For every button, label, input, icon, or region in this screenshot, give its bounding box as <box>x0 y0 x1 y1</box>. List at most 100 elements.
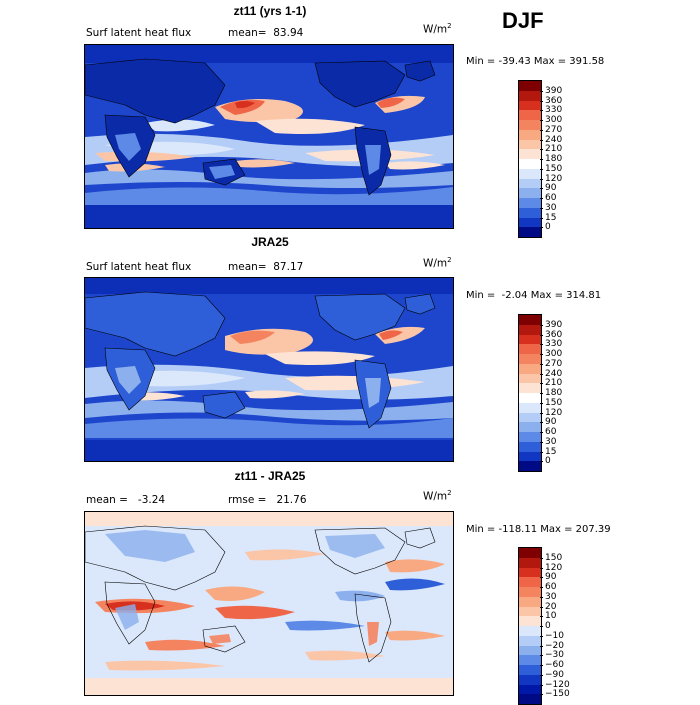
colorbar-swatch <box>519 655 541 665</box>
colorbar-label: 360 <box>545 95 563 106</box>
colorbar-swatch <box>519 354 541 364</box>
colorbar-swatch <box>519 207 541 218</box>
colorbar-tick <box>540 422 543 424</box>
colorbar-swatch <box>519 402 541 413</box>
colorbar-swatch <box>519 227 541 237</box>
colorbar-swatch <box>519 626 541 636</box>
colorbar-swatch <box>519 217 541 228</box>
colorbar-swatch <box>519 81 541 91</box>
colorbar-swatch <box>519 110 541 120</box>
colorbar-tick <box>540 373 543 375</box>
colorbar-swatch <box>519 645 541 656</box>
colorbar-label: 120 <box>545 562 563 573</box>
panel-1-variable-label: Surf latent heat flux <box>86 27 192 39</box>
colorbar-tick <box>540 694 543 696</box>
colorbar-tick <box>540 217 543 219</box>
colorbar-tick <box>540 90 543 92</box>
colorbar-tick <box>540 451 543 453</box>
panel-1-mean-label: mean= 83.94 <box>228 27 304 39</box>
colorbar-label: −90 <box>545 669 564 680</box>
colorbar-swatch <box>519 606 541 617</box>
colorbar-label: 15 <box>545 212 557 223</box>
colorbar-label: 90 <box>545 417 557 428</box>
colorbar-swatch <box>519 120 541 130</box>
colorbar-swatch <box>519 596 541 607</box>
colorbar-tick <box>540 207 543 209</box>
colorbar-label: 30 <box>545 202 557 213</box>
colorbar-label: 210 <box>545 144 563 155</box>
colorbar-tick <box>540 587 543 588</box>
colorbar-label: 90 <box>545 183 557 194</box>
colorbar-label: 150 <box>545 397 563 408</box>
colorbar-swatch <box>519 694 541 704</box>
colorbar-tick <box>540 596 543 598</box>
colorbar-swatch <box>519 635 541 646</box>
colorbar-tick <box>540 606 543 608</box>
colorbar-swatch <box>519 373 541 384</box>
panel-1-minmax: Min = -39.43 Max = 391.58 <box>466 56 605 67</box>
colorbar-label: 0 <box>545 222 551 233</box>
colorbar-label: 30 <box>545 436 557 447</box>
colorbar-label: 120 <box>545 407 563 418</box>
colorbar-swatch <box>519 567 541 578</box>
panel-2-title: JRA25 <box>251 235 289 249</box>
colorbar-label: 0 <box>545 456 551 467</box>
colorbar-swatch <box>519 188 541 198</box>
colorbar-swatch <box>519 587 541 597</box>
colorbar-label: 390 <box>545 85 563 96</box>
colorbar-label: 120 <box>545 173 563 184</box>
colorbar-label: 150 <box>545 163 563 174</box>
colorbar-swatch <box>519 616 541 626</box>
colorbar-label: 180 <box>545 154 563 164</box>
colorbar-swatch <box>519 383 541 393</box>
colorbar-swatch <box>519 129 541 140</box>
season-label: DJF <box>502 8 544 33</box>
colorbar-label: 60 <box>545 582 557 592</box>
panel-2-map <box>84 277 454 462</box>
colorbar-swatch <box>519 577 541 587</box>
colorbar-swatch <box>519 557 541 568</box>
colorbar-swatch <box>519 315 541 325</box>
colorbar-swatch <box>519 461 541 471</box>
colorbar-tick <box>540 383 543 385</box>
panel-2-minmax: Min = -2.04 Max = 314.81 <box>466 290 602 301</box>
colorbar-tick <box>540 684 543 686</box>
colorbar-tick <box>540 100 543 102</box>
colorbar-label: 30 <box>545 591 557 602</box>
colorbar-tick <box>540 674 543 676</box>
colorbar-tick <box>540 567 543 569</box>
colorbar-swatch <box>519 198 541 208</box>
colorbar-swatch <box>519 334 541 345</box>
colorbar-tick <box>540 402 543 404</box>
colorbar-swatch <box>519 139 541 150</box>
panel-1-map <box>84 44 454 229</box>
colorbar-label: 270 <box>545 124 563 135</box>
colorbar-label: 60 <box>545 193 557 203</box>
colorbar-tick <box>540 120 543 121</box>
colorbar-tick <box>540 110 543 112</box>
colorbar-label: 300 <box>545 349 563 359</box>
colorbar-label: −120 <box>545 679 570 690</box>
panel-3-title: zt11 - JRA25 <box>234 469 306 483</box>
colorbar-swatch <box>519 324 541 335</box>
colorbar-swatch <box>519 665 541 675</box>
colorbar-swatch <box>519 432 541 442</box>
colorbar-swatch <box>519 548 541 558</box>
colorbar-label: −10 <box>545 630 564 641</box>
colorbar-tick <box>540 655 543 657</box>
colorbar-swatch <box>519 100 541 111</box>
colorbar-tick <box>540 129 543 131</box>
colorbar-tick <box>540 393 543 394</box>
colorbar-swatch <box>519 90 541 101</box>
colorbar-label: 390 <box>545 319 563 330</box>
colorbar-swatch <box>519 149 541 159</box>
panel-3-units: W/m2 <box>423 489 452 503</box>
colorbar-swatches <box>518 547 542 705</box>
colorbar-tick <box>540 626 543 627</box>
colorbar-swatch <box>519 159 541 169</box>
colorbar-label: 10 <box>545 611 557 622</box>
colorbar-tick <box>540 159 543 160</box>
colorbar-label: −20 <box>545 640 564 651</box>
colorbar-swatch <box>519 441 541 452</box>
colorbar-label: −60 <box>545 660 564 670</box>
